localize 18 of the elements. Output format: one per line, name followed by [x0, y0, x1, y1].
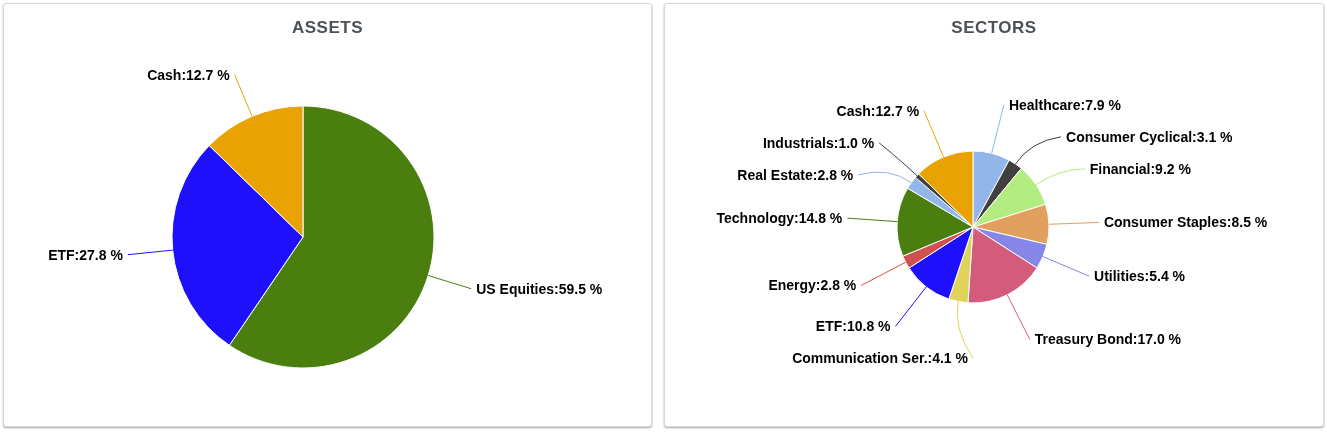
slice-label: US Equities:59.5 % [476, 280, 603, 297]
slice-label: Consumer Cyclical:3.1 % [1066, 128, 1234, 145]
slice-label: Utilities:5.4 % [1094, 268, 1186, 285]
slice-label: Financial:9.2 % [1089, 160, 1192, 177]
slice-label: Real Estate:2.8 % [737, 166, 854, 183]
slice-label: Treasury Bond:17.0 % [1034, 331, 1182, 348]
slice-label: ETF:10.8 % [815, 318, 892, 335]
slice-label: Cash:12.7 % [836, 102, 920, 119]
slice-label: Consumer Staples:8.5 % [1103, 214, 1268, 231]
slice-label: Technology:14.8 % [716, 210, 843, 227]
slice-label: Cash:12.7 % [147, 66, 231, 83]
slice-label: Communication Ser.:4.1 % [792, 350, 969, 367]
slice-label: Energy:2.8 % [768, 277, 857, 294]
slice-label: Industrials:1.0 % [762, 134, 875, 151]
slice-label: Healthcare:7.9 % [1008, 96, 1122, 113]
chart-title: ASSETS [291, 18, 364, 38]
chart-title: SECTORS [950, 18, 1038, 38]
slice-label: ETF:27.8 % [48, 246, 124, 263]
